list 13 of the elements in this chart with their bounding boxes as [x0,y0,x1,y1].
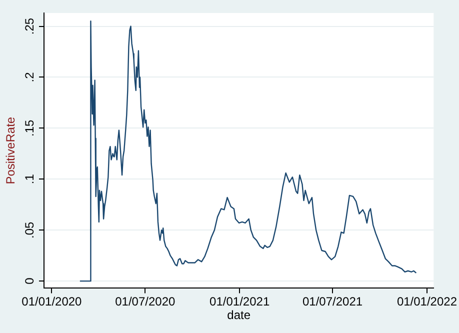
y-tick-label: .2 [22,72,36,82]
x-axis-title: date [227,308,251,322]
x-tick-label: 01/07/2020 [115,294,176,309]
x-tick-label: 01/01/2021 [210,294,270,309]
x-tick-label: 01/01/2020 [22,294,82,309]
x-tick-label: 01/07/2021 [302,294,363,309]
y-tick-label: .15 [22,120,36,137]
y-tick-label: .25 [22,18,36,35]
y-tick-label: .1 [22,174,36,184]
x-tick-label: 01/01/2022 [396,294,458,309]
y-tick-label: 0 [22,277,36,284]
y-tick-label: .05 [22,221,36,238]
y-axis-title: PositiveRate [4,116,18,184]
